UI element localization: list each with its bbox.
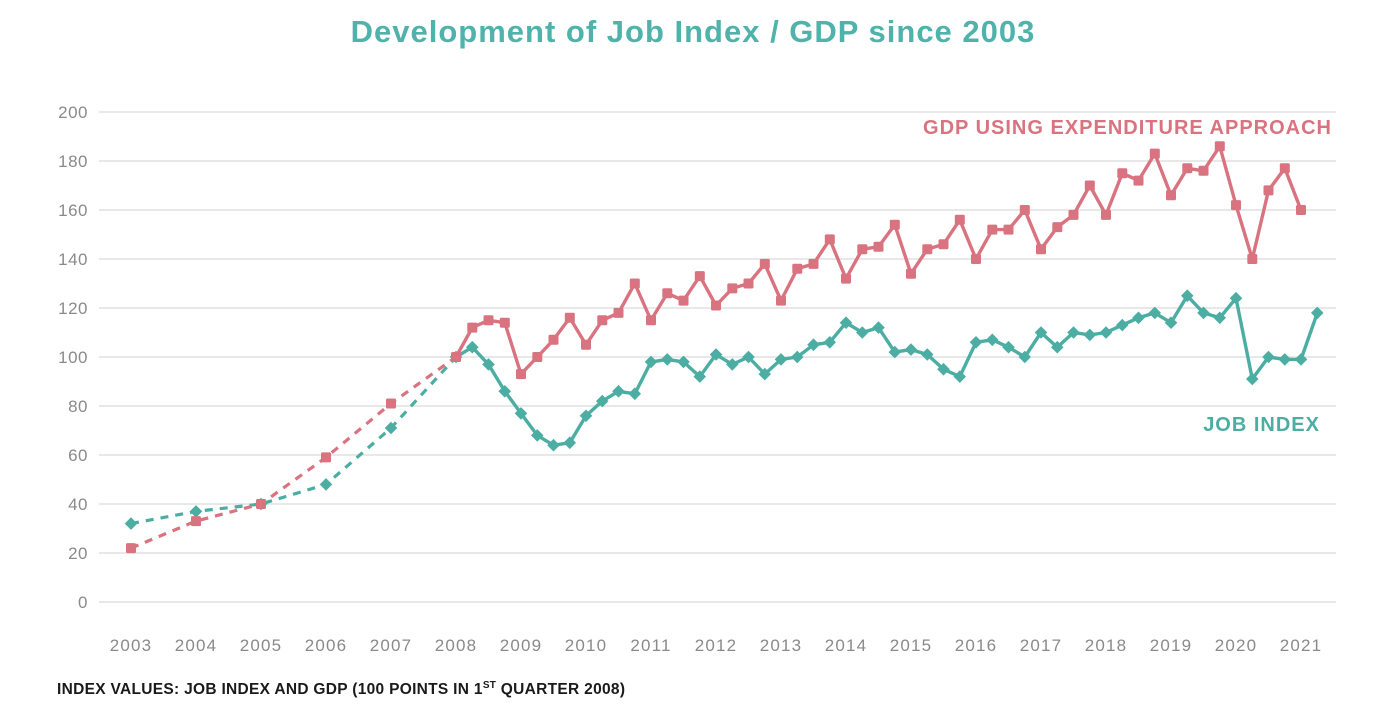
caption-text-suffix: QUARTER 2008) bbox=[496, 681, 626, 698]
chart-caption: INDEX VALUES: JOB INDEX AND GDP (100 POI… bbox=[57, 679, 626, 699]
series-label-job: JOB INDEX bbox=[1203, 414, 1320, 436]
svg-text:2005: 2005 bbox=[240, 636, 283, 655]
svg-text:2014: 2014 bbox=[825, 636, 868, 655]
svg-text:180: 180 bbox=[58, 152, 88, 171]
svg-text:20: 20 bbox=[68, 544, 88, 563]
svg-text:2018: 2018 bbox=[1085, 636, 1128, 655]
svg-text:100: 100 bbox=[58, 348, 88, 367]
svg-text:40: 40 bbox=[68, 495, 88, 514]
svg-text:2004: 2004 bbox=[175, 636, 218, 655]
svg-text:120: 120 bbox=[58, 299, 88, 318]
caption-superscript: ST bbox=[482, 679, 497, 691]
series-label-gdp: GDP USING EXPENDITURE APPROACH bbox=[923, 117, 1332, 139]
svg-text:2020: 2020 bbox=[1215, 636, 1258, 655]
svg-text:80: 80 bbox=[68, 397, 88, 416]
svg-text:2008: 2008 bbox=[435, 636, 478, 655]
svg-text:2003: 2003 bbox=[110, 636, 153, 655]
svg-text:0: 0 bbox=[78, 593, 88, 612]
svg-text:2012: 2012 bbox=[695, 636, 738, 655]
svg-text:160: 160 bbox=[58, 201, 88, 220]
svg-text:140: 140 bbox=[58, 250, 88, 269]
svg-text:2019: 2019 bbox=[1150, 636, 1193, 655]
svg-text:2006: 2006 bbox=[305, 636, 348, 655]
svg-text:2021: 2021 bbox=[1280, 636, 1323, 655]
svg-text:60: 60 bbox=[68, 446, 88, 465]
svg-text:2007: 2007 bbox=[370, 636, 413, 655]
chart-title: Development of Job Index / GDP since 200… bbox=[350, 14, 1036, 49]
svg-text:2016: 2016 bbox=[955, 636, 998, 655]
svg-text:2011: 2011 bbox=[630, 636, 671, 655]
svg-text:2013: 2013 bbox=[760, 636, 803, 655]
svg-text:2017: 2017 bbox=[1020, 636, 1063, 655]
svg-text:200: 200 bbox=[58, 103, 88, 122]
svg-text:2009: 2009 bbox=[500, 636, 543, 655]
caption-text-prefix: INDEX VALUES: JOB INDEX AND GDP (100 POI… bbox=[57, 681, 483, 698]
svg-text:2015: 2015 bbox=[890, 636, 933, 655]
svg-text:2010: 2010 bbox=[565, 636, 608, 655]
